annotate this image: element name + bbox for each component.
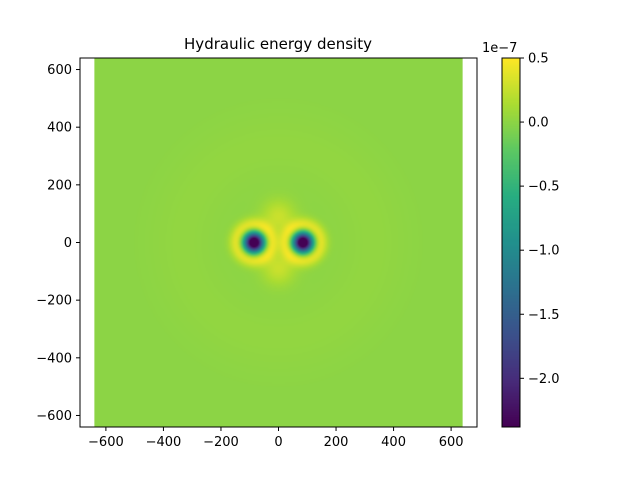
y-tick-label: −400 — [36, 351, 72, 366]
x-axis: −600 −400 −200 0 200 400 600 — [88, 427, 464, 450]
x-tick-label: −200 — [203, 435, 239, 450]
heatmap-image — [94, 58, 463, 427]
colorbar-tick-label: −1.5 — [528, 308, 560, 323]
x-tick-label: 600 — [439, 435, 464, 450]
y-tick-label: 200 — [47, 178, 72, 193]
x-tick-label: −600 — [88, 435, 124, 450]
x-tick-label: 200 — [324, 435, 349, 450]
colorbar-tick-label: 0.0 — [528, 116, 549, 131]
colorbar-tick-label: −0.5 — [528, 180, 560, 195]
y-tick-label: −600 — [36, 409, 72, 424]
heatmap-axes: −600 −400 −200 0 200 400 600 −600 −400 −200 0 200 4… — [36, 57, 478, 450]
colorbar-gradient — [502, 58, 520, 427]
y-tick-label: 0 — [64, 236, 72, 251]
colorbar-tick-label: −2.0 — [528, 372, 560, 387]
chart-title: Hydraulic energy density — [184, 35, 372, 53]
y-tick-label: −200 — [36, 294, 72, 309]
colorbar-offset-text: 1e−7 — [482, 41, 517, 56]
y-tick-label: 400 — [47, 121, 72, 136]
colorbar-tick-label: 0.5 — [528, 52, 549, 67]
colorbar: 0.5 0.0 −0.5 −1.0 −1.5 −2.0 1e−7 — [482, 41, 560, 428]
x-tick-label: 400 — [381, 435, 406, 450]
colorbar-tick-label: −1.0 — [528, 244, 560, 259]
x-tick-label: 0 — [274, 435, 282, 450]
colorbar-axis: 0.5 0.0 −0.5 −1.0 −1.5 −2.0 — [520, 52, 560, 387]
y-axis: −600 −400 −200 0 200 400 600 — [36, 63, 80, 424]
x-tick-label: −400 — [146, 435, 182, 450]
y-tick-label: 600 — [47, 63, 72, 78]
colorbar-frame — [501, 57, 521, 428]
